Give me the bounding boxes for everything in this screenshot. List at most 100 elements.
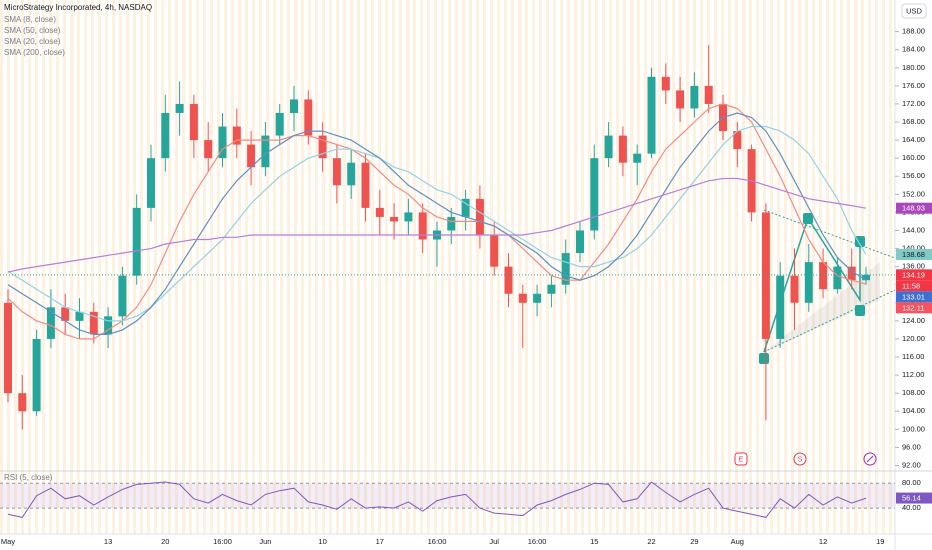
x-tick-label: 15 [590,537,598,546]
triangle-upper [763,209,896,259]
candle-body [118,275,127,317]
x-tick-label: May [1,537,15,546]
candle-body [475,198,484,235]
candle-body [676,90,685,109]
candle-body [46,307,55,339]
x-tick-label: 16:00 [428,537,447,546]
candle-body [547,284,556,294]
candle-body [175,103,184,113]
pattern-marker [855,236,865,247]
y-tick-label: 112.00 [902,370,924,379]
rsi-value-label: 56.14 [902,494,921,503]
candle-body [361,162,370,208]
candle-body [204,140,213,159]
candle-body [290,99,298,113]
rsi-value-box [896,492,932,504]
y-tick-label: 180.00 [902,63,925,72]
chart-title: MicroStrategy Incorporated, 4h, NASDAQ [4,3,152,12]
candle-body [104,316,113,335]
value-label-box [896,302,932,314]
candle-body [404,212,413,222]
candle-body [332,158,341,186]
y-tick-label: 188.00 [902,27,925,36]
candle-body [232,126,241,145]
session-stripes [0,0,895,534]
candle-body [576,230,584,254]
y-tick-label: 144.00 [902,225,925,234]
y-tick-label: 176.00 [902,81,925,90]
y-tick-label: 96.00 [902,442,921,451]
rsi-band [0,483,895,509]
x-tick-label: 12 [819,537,827,546]
triangle-lower [763,289,896,353]
candle-body [75,311,84,321]
x-tick-label: 13 [104,537,112,546]
value-label-box [896,249,932,261]
sma-line [7,112,867,335]
candle-body [690,85,699,109]
y-tick-label: 160.00 [902,153,925,162]
rsi-pane [0,481,895,518]
y-tick-label: 136.00 [902,262,925,271]
candle-body [318,135,327,159]
candle-body [790,275,799,303]
value-label: 133.01 [902,292,925,301]
candle-body [490,235,499,267]
rsi-title: RSI (5, close) [4,473,53,482]
candle-body [761,212,770,339]
rsi-tick-label: 40.00 [902,503,921,512]
candle-body [647,76,656,154]
x-tick-label: Jun [259,537,271,546]
x-tick-label: 29 [690,537,698,546]
value-label-box [896,202,932,214]
candle-body [633,153,642,163]
event-label[interactable]: E [739,456,744,463]
y-tick-label: 152.00 [902,189,925,198]
y-tick-label: 120.00 [902,334,925,343]
event-icon[interactable] [734,452,748,466]
candles [4,45,870,430]
currency-label[interactable]: USD [906,6,922,15]
candle-body [147,158,155,208]
candle-body [275,112,284,136]
candle-body [347,162,356,186]
y-tick-label: 184.00 [902,45,925,54]
event-icon[interactable] [793,452,807,466]
rsi-line [7,481,867,518]
rsi-tick-label: 80.00 [902,478,921,487]
x-tick-label: 16:00 [213,537,232,546]
candle-body [590,158,599,231]
candle-body [461,198,470,217]
candle-body [375,207,384,217]
legend-entry: SMA (20, close) [4,37,61,46]
candle-body [189,103,198,141]
candle-body [261,135,270,168]
event-label[interactable]: S [798,456,803,463]
candle-body [618,135,627,163]
candle-body [518,293,527,303]
candle-body [533,293,542,303]
value-label: 134.19 [902,270,925,279]
legend-entry: SMA (200, close) [4,48,65,57]
y-tick-label: 100.00 [902,424,925,433]
candle-body [132,207,141,276]
candle-body [833,266,842,290]
candle-body [661,76,670,91]
candle-body [218,126,227,159]
x-tick-label: 20 [161,537,169,546]
y-tick-label: 168.00 [902,117,925,126]
currency-button[interactable] [901,3,927,19]
y-tick-label: 124.00 [902,316,925,325]
sma-line [7,103,867,340]
y-tick-label: 104.00 [902,406,925,415]
pattern-marker [803,213,813,224]
y-tick-label: 92.00 [902,460,921,469]
x-tick-label: Jul [489,537,499,546]
value-label: 11:58 [902,281,920,290]
pattern-marker [759,353,769,364]
candle-body [862,274,870,281]
value-label: 132.11 [902,303,924,312]
value-label: 138.68 [902,250,925,259]
